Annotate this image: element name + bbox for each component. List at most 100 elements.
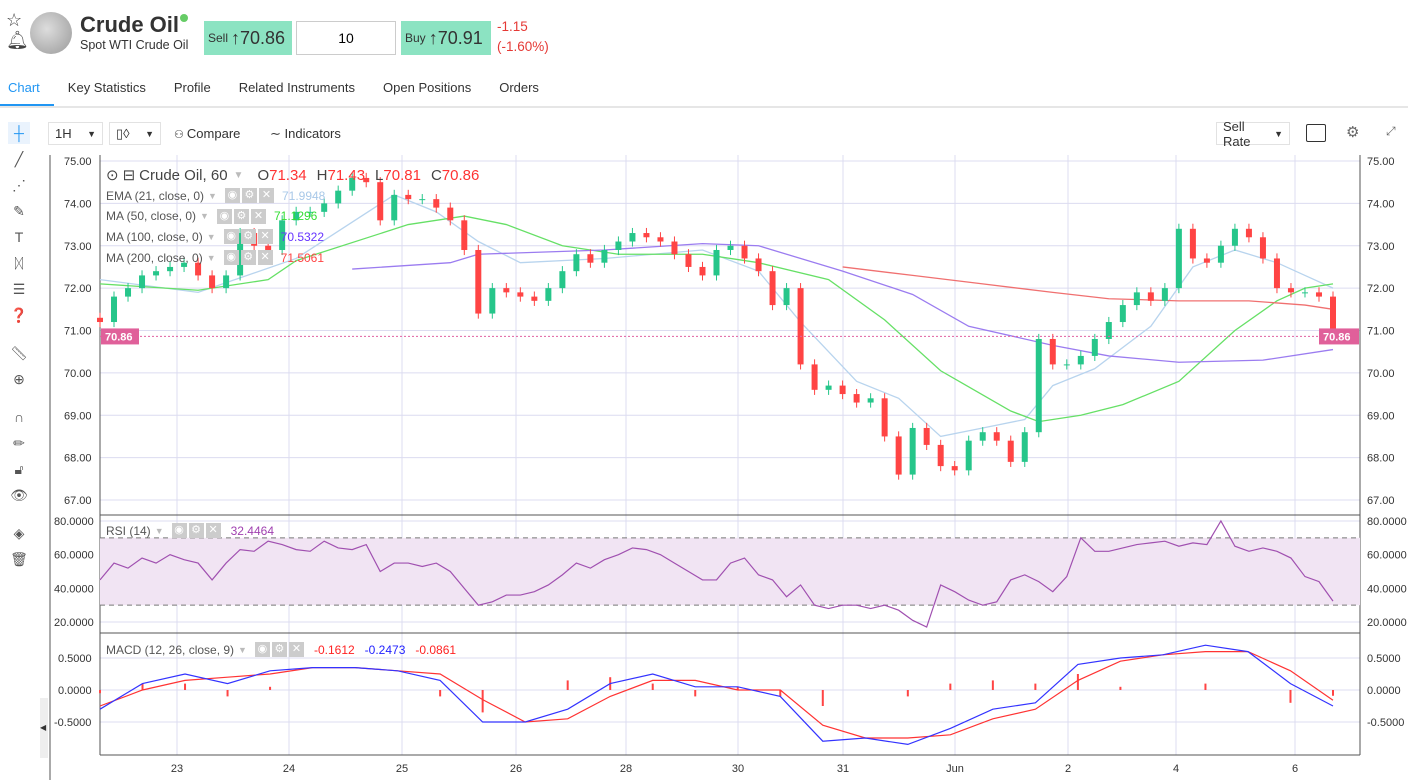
gear-icon[interactable]: ⚙ (188, 523, 204, 538)
gear-icon[interactable]: ⚙ (241, 188, 257, 203)
eye-icon[interactable]: ◉ (171, 523, 187, 538)
chart-type-select[interactable]: ▯◊ ▼ (109, 122, 161, 145)
tab-profile[interactable]: Profile (173, 80, 211, 95)
eye-icon[interactable]: ◉ (223, 229, 239, 245)
unlock-icon[interactable]: 🔓︎ (14, 461, 24, 477)
caret-down-icon[interactable]: ▼ (154, 525, 164, 536)
candle-body (279, 220, 286, 250)
study-value: 71.5061 (280, 250, 325, 265)
tab-open-positions[interactable]: Open Positions (383, 80, 472, 95)
magnet-icon[interactable]: ∩ (13, 409, 25, 425)
candle-body (867, 398, 874, 403)
eye-icon[interactable]: ◉ (224, 188, 240, 203)
buy-button[interactable]: Buy ↑ 70.91 (401, 21, 491, 55)
trendline-icon[interactable]: ╱ (14, 151, 24, 167)
close-icon[interactable]: ✕ (257, 229, 273, 245)
gear-icon[interactable]: ⚙ (233, 208, 249, 224)
candle-body (489, 288, 496, 314)
candle-body (1259, 237, 1266, 259)
candle-body (1161, 288, 1168, 301)
tab-key-statistics[interactable]: Key Statistics (67, 80, 146, 95)
candle-body (461, 220, 468, 250)
candle-body (1021, 432, 1028, 462)
eye-icon[interactable]: ◉ (254, 642, 270, 657)
candle-body (321, 203, 328, 212)
x-tick-label: 6 (1292, 763, 1298, 775)
candle-body (657, 237, 664, 242)
caret-down-icon[interactable]: ▼ (200, 211, 209, 222)
close-icon[interactable]: ✕ (257, 250, 273, 266)
caret-down-icon[interactable]: ▼ (206, 231, 216, 242)
caret-down-icon[interactable]: ▼ (206, 252, 216, 263)
macd-histogram-bar (99, 690, 101, 694)
compare-icon: ⚇ (174, 129, 187, 141)
y-tick-label-right: 69.00 (1367, 410, 1395, 422)
indicators-button[interactable]: ∼ Indicators (270, 126, 341, 142)
y-tick-label-right: 72.00 (1367, 283, 1395, 295)
macd-tick-right: 0.5000 (1367, 653, 1401, 665)
rate-select[interactable]: Sell Rate ▼ (1216, 119, 1290, 149)
close-icon[interactable]: ✕ (258, 188, 274, 203)
crosshair-icon[interactable]: ┼ (8, 122, 30, 144)
quantity-input[interactable] (296, 21, 396, 55)
help-icon[interactable]: ❓ (10, 307, 28, 323)
tab-related-instruments[interactable]: Related Instruments (238, 80, 356, 95)
macd-histogram-bar (566, 680, 569, 690)
close-value: 70.86 (441, 166, 480, 184)
checkbox-toggle[interactable] (1306, 124, 1326, 142)
close-icon[interactable]: ✕ (250, 208, 266, 224)
candle-body (951, 466, 958, 471)
caret-down-icon[interactable]: ▼ (233, 169, 244, 181)
y-tick-label-left: 68.00 (64, 453, 92, 465)
brush-icon[interactable]: ✎ (13, 203, 25, 219)
hide-icon[interactable]: ⊟ (122, 167, 136, 184)
tab-chart[interactable]: Chart (0, 80, 54, 106)
star-icon[interactable]: ☆ (6, 10, 23, 30)
rsi-label: RSI (14) (106, 523, 151, 538)
macd-histogram-bar (184, 683, 187, 690)
macd-histogram-bar (1119, 686, 1122, 690)
lock-drawing-icon[interactable]: ✏ (13, 435, 25, 451)
eye-icon[interactable]: 👁︎ (10, 487, 28, 503)
gear-icon[interactable]: ⚙ (240, 229, 256, 245)
candle-body (587, 254, 594, 263)
settings-gear-icon[interactable]: ⚙ (1346, 124, 1360, 141)
ruler-icon[interactable]: 📏︎ (10, 345, 28, 361)
candle-body (447, 207, 454, 221)
close-icon[interactable]: ✕ (288, 642, 304, 657)
macd-histogram-bar (821, 690, 824, 706)
caret-down-icon[interactable]: ▼ (208, 190, 217, 201)
candle-body (433, 199, 440, 208)
rsi-tick-left: 20.0000 (54, 617, 94, 629)
interval-select[interactable]: 1H ▼ (48, 122, 103, 145)
layers-icon[interactable]: ◈ (13, 525, 25, 541)
panel-collapse-handle[interactable]: ◀ (40, 698, 48, 758)
caret-down-icon[interactable]: ▼ (238, 644, 247, 655)
collapse-icon[interactable]: ⊙ (106, 167, 119, 184)
text-icon[interactable]: T (14, 229, 24, 245)
rsi-legend: RSI (14) ▼ ◉ ⚙ ✕ 32.4464 (106, 523, 274, 538)
fib-icon[interactable]: ☰ (12, 281, 26, 297)
candle-body (909, 427, 916, 475)
candle-body (727, 245, 734, 250)
sell-button[interactable]: Sell ↑ 70.86 (204, 21, 292, 55)
candle-body (153, 271, 160, 276)
eye-icon[interactable]: ◉ (216, 208, 232, 224)
compare-button[interactable]: ⚇ Compare (174, 126, 240, 141)
eye-icon[interactable]: ◉ (223, 250, 239, 266)
gear-icon[interactable]: ⚙ (271, 642, 287, 657)
study-value: 70.5322 (280, 229, 325, 244)
trash-icon[interactable]: 🗑︎ (10, 551, 28, 567)
tab-orders[interactable]: Orders (499, 80, 539, 95)
pitchfork-icon[interactable]: ⋰ (12, 177, 26, 193)
change-percent: (-1.60%) (497, 39, 549, 54)
close-icon[interactable]: ✕ (205, 523, 221, 538)
pattern-icon[interactable]: ᛞ (14, 255, 24, 271)
interval-value: 1H (55, 126, 72, 141)
bell-icon[interactable]: 🔔︎ (6, 30, 29, 50)
price-tag-left-label: 70.86 (105, 331, 133, 343)
fullscreen-icon[interactable]: ⤢ (1386, 124, 1396, 138)
gear-icon[interactable]: ⚙ (240, 250, 256, 266)
zoom-in-icon[interactable]: ⊕ (13, 371, 25, 387)
